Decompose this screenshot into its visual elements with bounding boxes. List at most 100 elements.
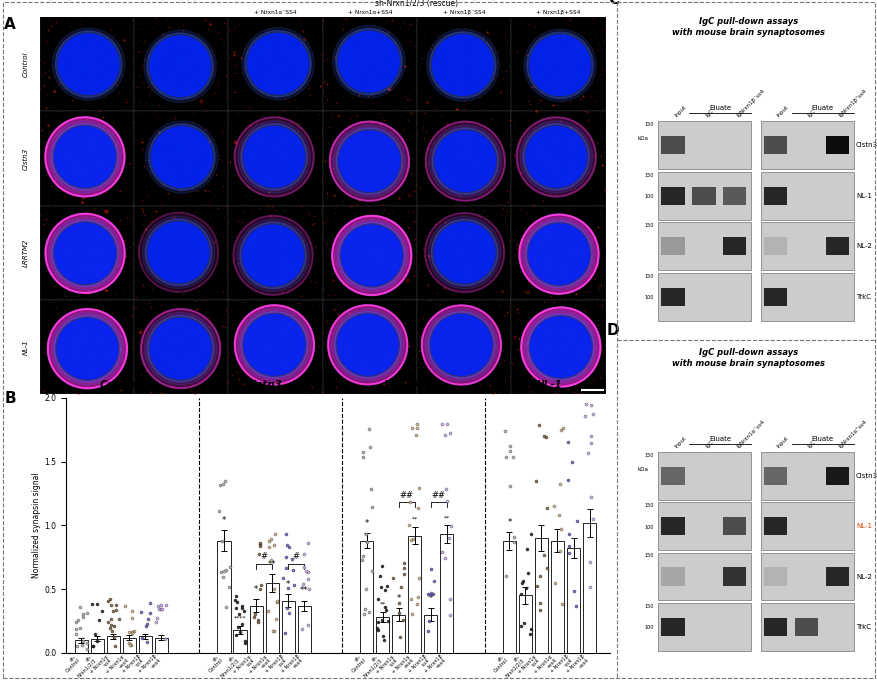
Point — [232, 609, 246, 619]
Circle shape — [339, 222, 404, 289]
Text: #: # — [292, 552, 299, 561]
Bar — [658, 553, 750, 600]
Point — [396, 614, 410, 625]
Point — [555, 422, 569, 433]
Circle shape — [55, 31, 122, 97]
Point — [285, 554, 299, 565]
Circle shape — [524, 29, 595, 101]
Point — [581, 447, 595, 458]
Point — [522, 629, 536, 640]
Point — [264, 533, 278, 544]
Point — [301, 619, 315, 630]
Point — [402, 520, 416, 530]
Circle shape — [334, 311, 401, 378]
Point — [251, 616, 265, 627]
Circle shape — [421, 305, 501, 385]
Text: 150: 150 — [644, 274, 652, 279]
Circle shape — [149, 317, 212, 380]
Point — [298, 566, 312, 577]
Point — [578, 410, 592, 421]
Point — [213, 479, 227, 490]
Circle shape — [144, 30, 216, 103]
Point — [75, 635, 89, 646]
Circle shape — [237, 219, 309, 292]
Point — [270, 597, 284, 608]
Point — [253, 583, 267, 594]
Point — [282, 608, 296, 619]
Point — [378, 602, 392, 613]
Text: IgNrxn1β⁻ss4: IgNrxn1β⁻ss4 — [735, 88, 765, 118]
Point — [532, 598, 546, 609]
Point — [370, 593, 384, 604]
Point — [519, 583, 533, 594]
Point — [71, 615, 85, 626]
Text: kDa: kDa — [638, 467, 648, 472]
Point — [553, 479, 567, 490]
Point — [223, 562, 237, 573]
Point — [356, 550, 370, 561]
Bar — [134, 112, 228, 205]
Bar — [660, 136, 684, 154]
Point — [357, 609, 371, 619]
Text: #: # — [260, 552, 267, 561]
Circle shape — [52, 220, 118, 286]
Point — [111, 614, 125, 625]
Text: **: ** — [300, 586, 308, 596]
Text: Clstn3: Clstn3 — [855, 142, 877, 148]
Point — [410, 418, 424, 429]
Circle shape — [431, 315, 491, 375]
Point — [529, 475, 543, 486]
Text: NL-1: NL-1 — [23, 339, 28, 355]
Point — [560, 474, 574, 485]
Text: NL-1: NL-1 — [536, 380, 562, 390]
Circle shape — [527, 222, 590, 286]
Point — [411, 573, 425, 583]
Circle shape — [433, 129, 496, 193]
Point — [435, 547, 449, 558]
Circle shape — [332, 25, 404, 98]
Circle shape — [428, 216, 500, 289]
Bar — [408, 536, 421, 653]
Bar — [233, 630, 246, 653]
Point — [280, 602, 294, 613]
Circle shape — [238, 309, 310, 381]
Point — [140, 614, 154, 625]
Point — [411, 483, 425, 494]
Bar — [763, 186, 787, 205]
Bar — [763, 237, 787, 256]
Point — [425, 588, 439, 599]
Point — [122, 637, 136, 648]
Bar — [825, 136, 848, 154]
Bar — [75, 640, 88, 653]
Point — [92, 615, 106, 626]
Point — [149, 617, 163, 628]
Point — [381, 615, 395, 626]
Circle shape — [49, 217, 121, 290]
Point — [73, 602, 87, 613]
Point — [567, 586, 581, 597]
Point — [108, 641, 122, 651]
Text: Input: Input — [673, 435, 687, 449]
Bar — [760, 121, 852, 169]
Bar — [107, 636, 120, 653]
Point — [253, 539, 267, 549]
Circle shape — [426, 29, 498, 101]
Point — [551, 510, 565, 521]
Text: Clstn3: Clstn3 — [855, 473, 877, 479]
Point — [139, 618, 153, 629]
Point — [498, 426, 512, 437]
Point — [373, 571, 387, 581]
Circle shape — [146, 219, 211, 286]
Circle shape — [142, 216, 215, 288]
Circle shape — [242, 313, 306, 377]
Point — [125, 628, 139, 639]
Point — [227, 595, 241, 606]
Circle shape — [146, 33, 213, 99]
Point — [101, 596, 115, 607]
Point — [107, 621, 121, 632]
Point — [394, 582, 408, 593]
Bar — [658, 603, 750, 651]
Point — [506, 452, 520, 462]
Circle shape — [242, 125, 305, 188]
Point — [585, 514, 599, 525]
